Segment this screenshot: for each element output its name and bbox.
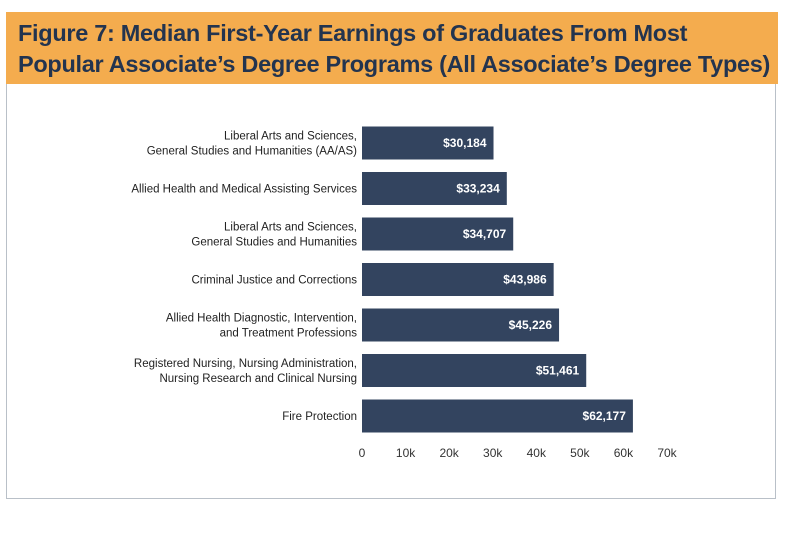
title-line-2: Popular Associate’s Degree Programs (All…	[18, 51, 771, 77]
title-line-1: Figure 7: Median First-Year Earnings of …	[18, 20, 688, 46]
x-tick-label: 40k	[527, 446, 547, 460]
category-label: General Studies and Humanities (AA/AS)	[147, 146, 357, 158]
x-tick-label: 60k	[614, 446, 634, 460]
bar	[362, 354, 587, 387]
bar-value-label: $51,461	[536, 364, 580, 378]
category-label: Allied Health Diagnostic, Intervention,	[166, 313, 357, 325]
bar	[362, 308, 560, 342]
x-tick-label: 70k	[657, 446, 677, 460]
bar	[362, 263, 554, 296]
bar	[362, 172, 507, 205]
bar	[362, 217, 514, 251]
x-tick-label: 10k	[396, 446, 416, 460]
bar	[362, 126, 494, 160]
bar-value-label: $45,226	[509, 318, 553, 332]
category-label: Fire Protection	[282, 411, 357, 423]
category-label: and Treatment Professions	[220, 328, 358, 340]
x-tick-label: 50k	[570, 446, 590, 460]
category-label: Criminal Justice and Corrections	[191, 275, 357, 287]
category-label: Allied Health and Medical Assisting Serv…	[131, 184, 357, 196]
category-label: Liberal Arts and Sciences,	[224, 222, 357, 234]
bar-value-label: $34,707	[463, 227, 507, 241]
chart-title: Figure 7: Median First-Year Earnings of …	[6, 12, 778, 84]
category-label: Registered Nursing, Nursing Administrati…	[134, 358, 357, 370]
bar	[362, 399, 633, 433]
category-label: Liberal Arts and Sciences,	[224, 131, 357, 143]
bar-value-label: $43,986	[503, 273, 547, 287]
category-label: Nursing Research and Clinical Nursing	[159, 373, 357, 385]
x-tick-label: 30k	[483, 446, 503, 460]
x-tick-label: 0	[359, 446, 366, 460]
category-label: General Studies and Humanities	[191, 237, 357, 249]
bar-value-label: $62,177	[583, 409, 627, 423]
bar-value-label: $33,234	[456, 182, 500, 196]
bar-value-label: $30,184	[443, 136, 487, 150]
x-tick-label: 20k	[439, 446, 459, 460]
